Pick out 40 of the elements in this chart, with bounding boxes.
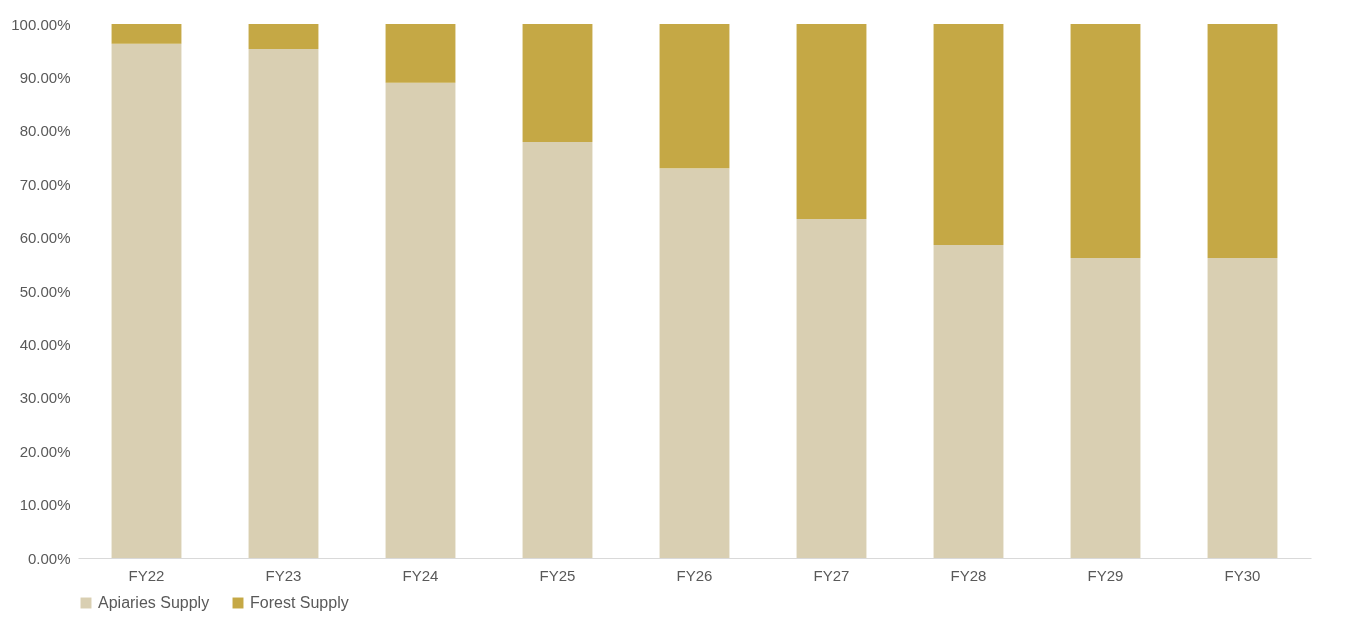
y-tick-label: 60.00% — [19, 229, 71, 247]
bar — [111, 24, 182, 44]
y-tick-label: 20.00% — [19, 442, 71, 460]
x-tick-label: FY29 — [1087, 566, 1124, 584]
bar — [659, 24, 730, 169]
bar — [1070, 24, 1141, 258]
y-tick-label: 0.00% — [27, 549, 71, 567]
bar — [385, 82, 456, 558]
bar — [796, 218, 867, 558]
y-tick-label: 100.00% — [11, 15, 71, 33]
bar — [659, 168, 730, 558]
bar — [796, 24, 867, 219]
legend-label: Forest Supply — [250, 594, 349, 611]
bar — [111, 43, 182, 558]
y-tick-label: 30.00% — [19, 389, 71, 407]
bar — [1207, 24, 1278, 258]
bar — [248, 49, 319, 558]
bar — [248, 24, 319, 50]
x-tick-label: FY23 — [265, 566, 302, 584]
y-tick-label: 10.00% — [19, 496, 71, 514]
bar — [933, 24, 1004, 246]
y-tick-label: 70.00% — [19, 175, 71, 193]
x-tick-label: FY26 — [676, 566, 713, 584]
y-tick-label: 40.00% — [19, 335, 71, 353]
x-tick-label: FY22 — [128, 566, 165, 584]
y-tick-label: 80.00% — [19, 122, 71, 140]
bar — [522, 142, 593, 558]
bar — [1207, 257, 1278, 558]
y-tick-label: 90.00% — [19, 68, 71, 86]
x-tick-label: FY27 — [813, 566, 850, 584]
x-tick-label: FY28 — [950, 566, 987, 584]
x-tick-label: FY24 — [402, 566, 439, 584]
legend-label: Apiaries Supply — [98, 594, 210, 611]
x-tick-label: FY25 — [539, 566, 576, 584]
bar — [522, 24, 593, 143]
bar — [933, 245, 1004, 558]
x-tick-label: FY30 — [1224, 566, 1261, 584]
bar — [385, 24, 456, 83]
bar — [1070, 257, 1141, 558]
y-tick-label: 50.00% — [19, 282, 71, 300]
